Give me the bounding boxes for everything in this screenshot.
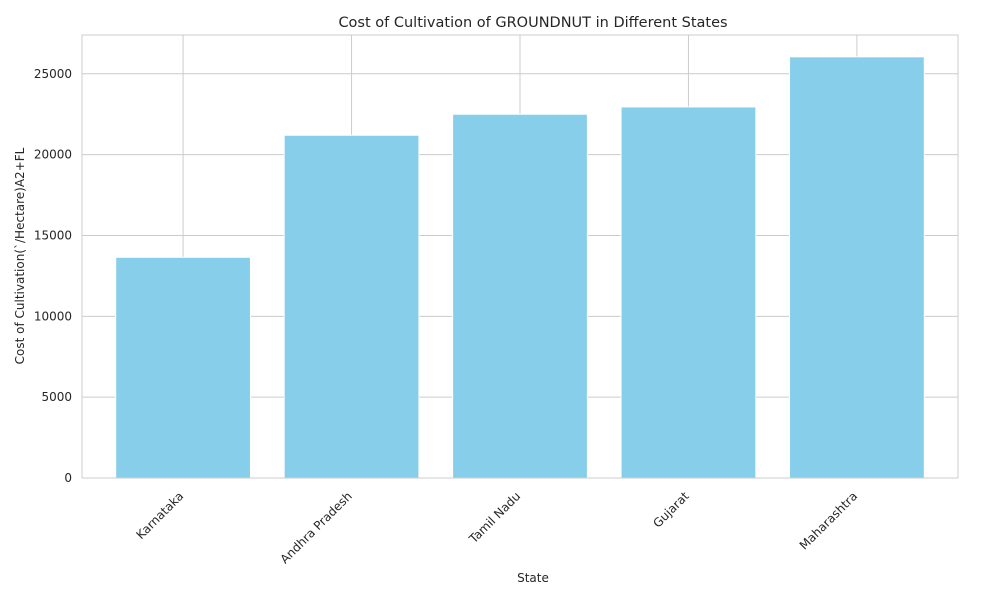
y-tick-label: 5000 bbox=[41, 390, 72, 404]
y-tick-label: 10000 bbox=[34, 309, 72, 323]
bar-layer bbox=[115, 56, 925, 479]
bar-maharashtra bbox=[789, 56, 925, 479]
chart-title: Cost of Cultivation of GROUNDNUT in Diff… bbox=[338, 15, 727, 31]
x-tick-label: Gujarat bbox=[650, 489, 692, 531]
x-tick-label: Maharashtra bbox=[797, 489, 861, 553]
bar-gujarat bbox=[620, 106, 757, 479]
bar-karnataka bbox=[115, 256, 251, 479]
y-tick-label: 0 bbox=[64, 471, 72, 485]
x-axis-title: State bbox=[517, 571, 549, 585]
bar-tamil-nadu bbox=[452, 113, 588, 479]
plot-frame bbox=[81, 34, 959, 479]
bar-andhra-pradesh bbox=[283, 134, 420, 479]
y-tick-labels: 0 5000 10000 15000 20000 25000 bbox=[34, 67, 72, 485]
x-tick-labels: Karnataka Andhra Pradesh Tamil Nadu Gujarat… bbox=[133, 489, 860, 566]
x-tick-label: Karnataka bbox=[133, 489, 186, 542]
x-tick-label: Tamil Nadu bbox=[466, 489, 524, 547]
y-tick-label: 15000 bbox=[34, 228, 72, 242]
y-axis-title: Cost of Cultivation(`/Hectare)A2+FL bbox=[13, 147, 27, 364]
y-tick-label: 20000 bbox=[34, 148, 72, 162]
x-tick-label: Andhra Pradesh bbox=[278, 489, 355, 566]
y-tick-label: 25000 bbox=[34, 67, 72, 81]
